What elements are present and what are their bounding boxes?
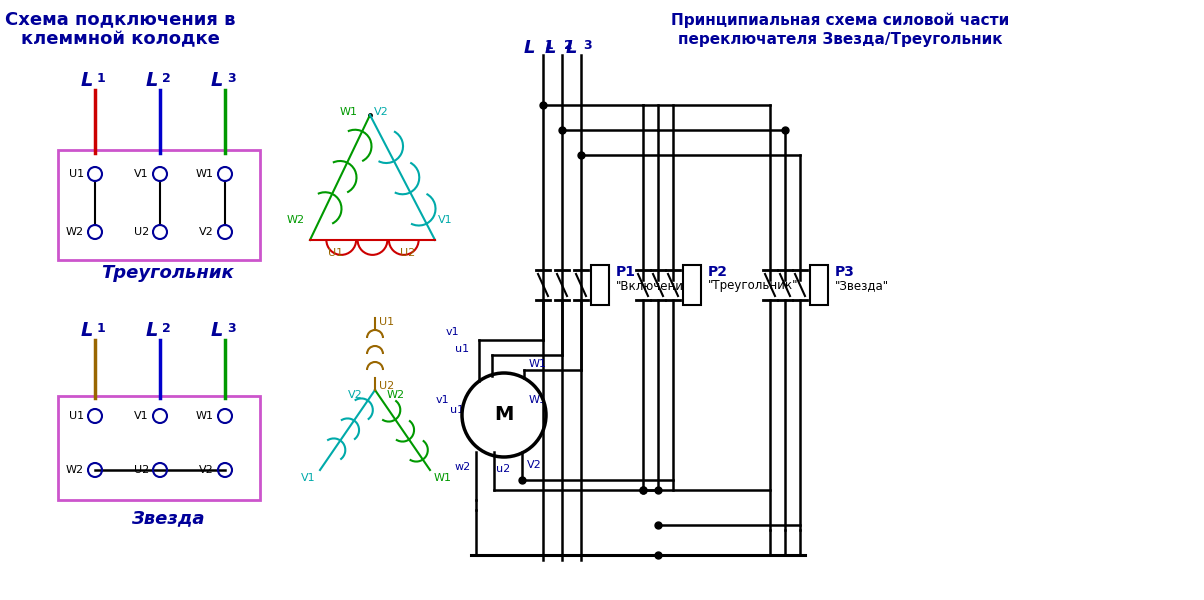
- Text: w2: w2: [455, 462, 471, 472]
- Text: Схема подключения в: Схема подключения в: [5, 10, 235, 28]
- Text: V2: V2: [199, 465, 214, 475]
- Text: L: L: [81, 70, 93, 89]
- Text: W1: W1: [529, 395, 547, 405]
- Text: 2: 2: [163, 72, 171, 85]
- Text: V1: V1: [135, 411, 149, 421]
- Text: L: L: [566, 39, 577, 57]
- Text: переключателя Звезда/Треугольник: переключателя Звезда/Треугольник: [678, 32, 1002, 47]
- Text: Звезда: Звезда: [131, 509, 205, 527]
- Text: V2: V2: [348, 390, 362, 400]
- Text: L: L: [81, 320, 93, 340]
- Text: V1: V1: [301, 473, 315, 483]
- Text: 2: 2: [163, 322, 171, 335]
- Text: u1: u1: [450, 405, 464, 415]
- Text: U1: U1: [69, 169, 84, 179]
- Text: W1: W1: [529, 359, 547, 369]
- Text: V1: V1: [135, 169, 149, 179]
- Text: М: М: [495, 406, 514, 425]
- Bar: [58, 396, 260, 500]
- Bar: [810, 265, 828, 305]
- Text: 1: 1: [98, 72, 106, 85]
- Text: U1: U1: [379, 317, 394, 327]
- Text: v1: v1: [445, 327, 459, 337]
- Text: L: L: [211, 320, 223, 340]
- Text: P1: P1: [616, 265, 636, 279]
- Text: U2: U2: [134, 465, 149, 475]
- Text: V2: V2: [374, 107, 389, 117]
- Text: v1: v1: [436, 395, 449, 405]
- Text: W2: W2: [66, 465, 84, 475]
- Text: 1: 1: [545, 39, 554, 52]
- Text: V2: V2: [527, 460, 542, 470]
- Bar: [58, 150, 260, 260]
- Text: W2: W2: [287, 215, 305, 225]
- Text: L: L: [146, 320, 158, 340]
- Text: W1: W1: [196, 411, 214, 421]
- Text: U2: U2: [400, 248, 415, 258]
- Text: P3: P3: [836, 265, 855, 279]
- Text: "Включение": "Включение": [616, 280, 697, 292]
- Text: U1: U1: [327, 248, 343, 258]
- Text: 3: 3: [228, 72, 236, 85]
- Text: клеммной колодке: клеммной колодке: [20, 30, 219, 48]
- Text: V2: V2: [199, 227, 214, 237]
- Text: 3: 3: [228, 322, 236, 335]
- Text: W2: W2: [386, 390, 405, 400]
- Text: "Звезда": "Звезда": [836, 280, 889, 292]
- Text: W2: W2: [66, 227, 84, 237]
- Text: 3: 3: [583, 39, 591, 52]
- Text: L: L: [544, 39, 556, 57]
- Text: W1: W1: [340, 107, 358, 117]
- Text: Треугольник: Треугольник: [101, 264, 235, 282]
- Text: U2: U2: [134, 227, 149, 237]
- Bar: [683, 265, 701, 305]
- Text: L: L: [524, 39, 535, 57]
- Text: L: L: [211, 70, 223, 89]
- Text: L: L: [146, 70, 158, 89]
- Text: W1: W1: [196, 169, 214, 179]
- Text: u1: u1: [455, 344, 470, 354]
- Bar: [591, 265, 609, 305]
- Text: V1: V1: [438, 215, 453, 225]
- Text: U1: U1: [69, 411, 84, 421]
- Text: u2: u2: [496, 464, 510, 474]
- Text: W1: W1: [433, 473, 452, 483]
- Text: 1: 1: [98, 322, 106, 335]
- Text: "Треугольник": "Треугольник": [708, 280, 798, 292]
- Text: 2: 2: [563, 39, 573, 52]
- Text: P2: P2: [708, 265, 728, 279]
- Text: Принципиальная схема силовой части: Принципиальная схема силовой части: [671, 12, 1009, 28]
- Text: U2: U2: [379, 381, 394, 391]
